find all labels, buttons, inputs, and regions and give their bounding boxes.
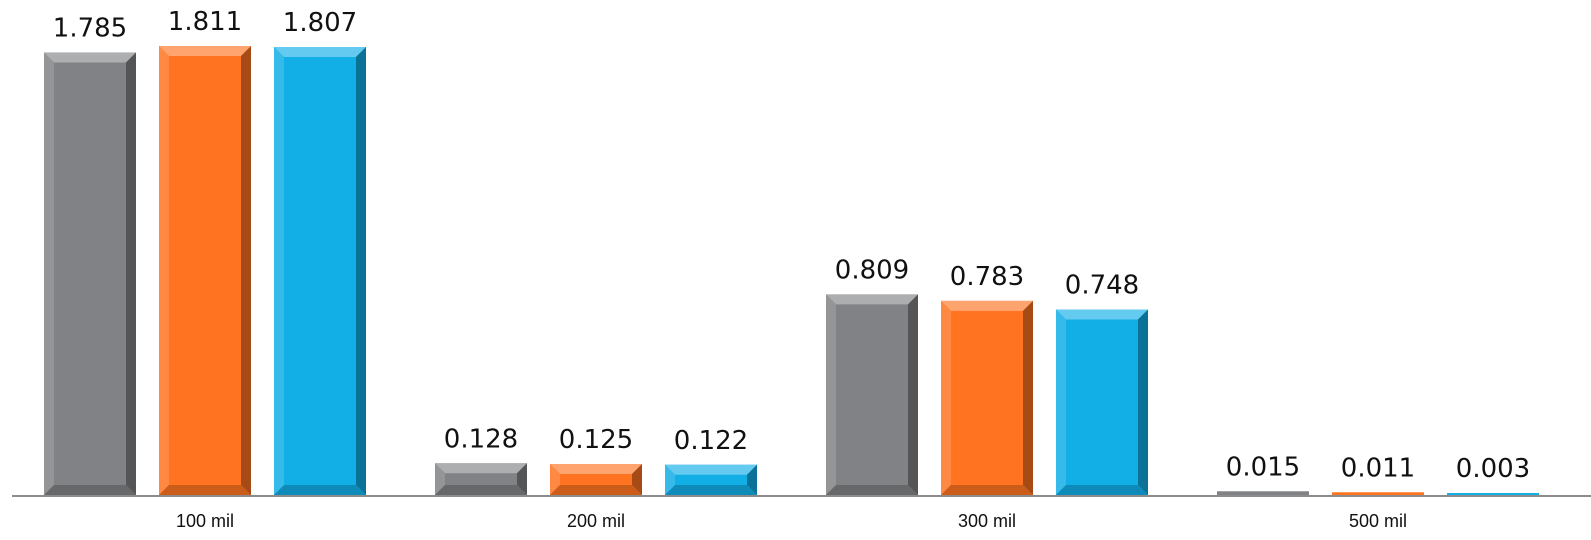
data-label: 0.809 — [835, 255, 909, 285]
bar-1-1 — [44, 52, 136, 495]
bar-1-2 — [159, 46, 251, 495]
data-label: 0.128 — [444, 424, 518, 454]
data-label: 0.125 — [559, 425, 633, 455]
category-label: 100 mil — [176, 511, 234, 531]
data-label: 0.783 — [950, 262, 1024, 292]
bar-3-2 — [941, 300, 1033, 495]
category-label: 300 mil — [958, 511, 1016, 531]
category-labels-group: 100 mil 200 mil 300 mil 500 mil — [176, 511, 1407, 531]
bar-2-3 — [665, 464, 757, 495]
bars-group — [44, 46, 1539, 495]
bar-2-1 — [435, 463, 527, 495]
data-labels-group: 1.785 1.811 1.807 0.128 0.125 0.122 0.809 0.783… — [53, 7, 1530, 484]
category-label: 500 mil — [1349, 511, 1407, 531]
bar-4-2 — [1332, 492, 1424, 495]
data-label: 0.748 — [1065, 271, 1139, 301]
bar-3-3 — [1056, 309, 1148, 495]
bar-4-3 — [1447, 493, 1539, 495]
data-label: 1.785 — [53, 13, 127, 43]
data-label: 1.811 — [168, 7, 242, 37]
data-label: 0.003 — [1456, 454, 1530, 484]
category-label: 200 mil — [567, 511, 625, 531]
data-label: 0.122 — [674, 426, 748, 456]
data-label: 1.807 — [283, 8, 357, 38]
bar-4-1 — [1217, 491, 1309, 495]
data-label: 0.011 — [1341, 453, 1415, 483]
bar-2-2 — [550, 464, 642, 495]
bar-1-3 — [274, 46, 366, 495]
data-label: 0.015 — [1226, 452, 1300, 482]
bar-3-1 — [826, 294, 918, 495]
